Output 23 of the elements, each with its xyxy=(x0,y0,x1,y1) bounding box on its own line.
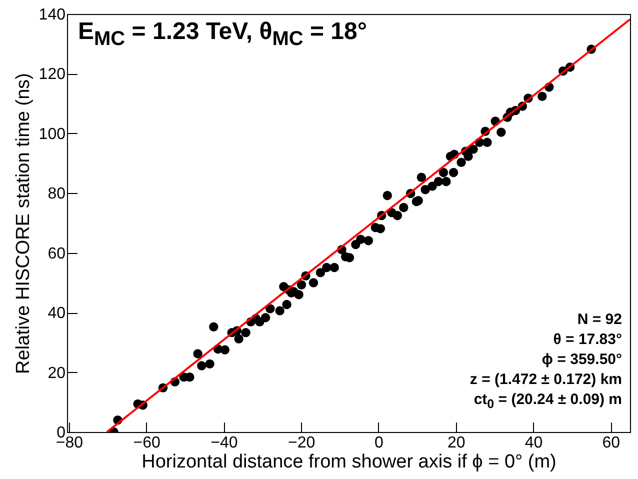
y-tick-label: 140 xyxy=(38,6,66,24)
y-tick-label: 40 xyxy=(48,305,66,322)
x-tick-label: 60 xyxy=(602,434,620,452)
annotation: z = (1.472 ± 0.172) km xyxy=(470,370,622,390)
annotation: θ = 17.83° xyxy=(552,330,622,350)
annotation: E$_{MC}$ = 1.23 TeV, θ$_{MC}$ = 18° xyxy=(78,18,367,51)
y-tick-label: 120 xyxy=(38,66,66,84)
annotation: ϕ = 359.50° xyxy=(540,350,622,370)
x-tick-label: −60 xyxy=(133,434,160,452)
x-tick-label: −40 xyxy=(210,434,238,452)
y-tick-label: 20 xyxy=(48,364,66,382)
y-axis-title: Relative HISCORE station time (ns) xyxy=(12,73,34,374)
annotation: ct$_{0}$ = (20.24 ± 0.09) m xyxy=(472,390,622,413)
y-tick-label: 60 xyxy=(48,245,66,262)
x-axis-title: Horizontal distance from shower axis if ϕ = 0° (m) xyxy=(142,452,556,472)
x-tick-label: −20 xyxy=(288,434,316,452)
x-tick-label: 20 xyxy=(447,434,466,452)
x-tick-label: 0 xyxy=(374,434,384,452)
annotation: N = 92 xyxy=(576,310,622,330)
x-tick-label: −80 xyxy=(56,434,84,452)
y-tick-label: 80 xyxy=(48,186,66,203)
y-tick-label: 100 xyxy=(38,126,66,143)
x-tick-label: 40 xyxy=(524,434,543,452)
